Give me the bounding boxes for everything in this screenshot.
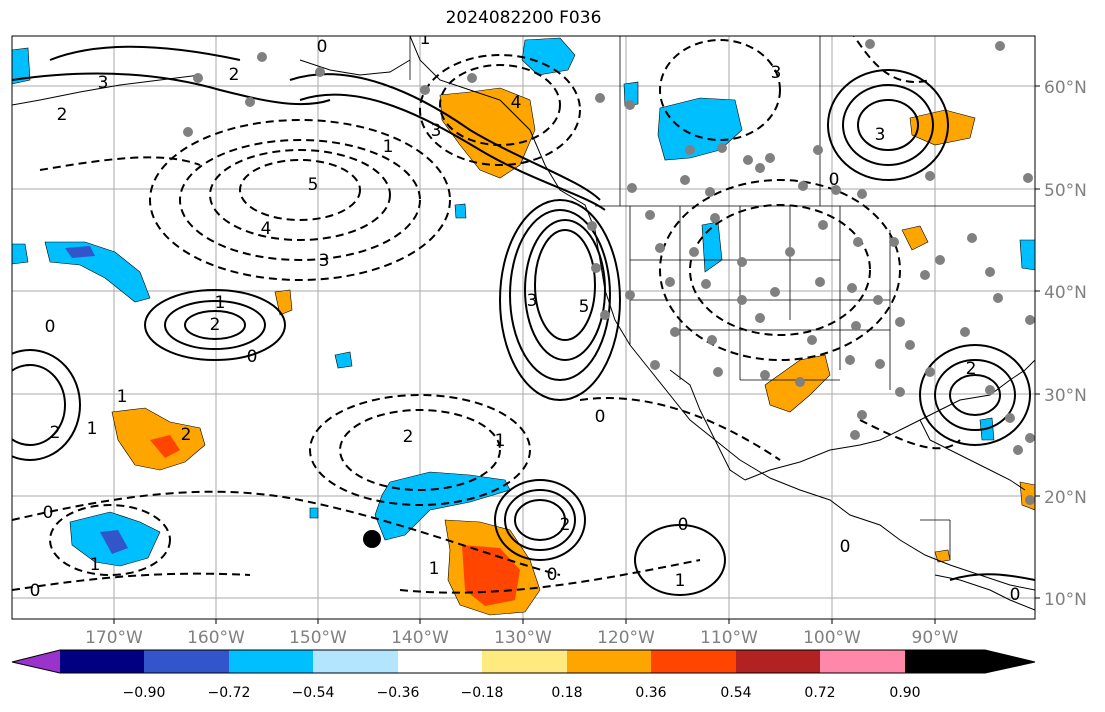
colorbar-tick-label: −0.90 xyxy=(123,685,166,701)
colorbar-segment xyxy=(313,650,398,673)
contour-label: 2 xyxy=(57,105,68,125)
lon-label: 160°W xyxy=(187,628,245,648)
contour-label: 4 xyxy=(261,219,272,239)
contours-dashed xyxy=(12,36,961,594)
contour-label: 1 xyxy=(383,137,394,157)
contour-labels: 3 2 0 1 3 5 4 3 2 2 1 0 0 1 2 2 1 0 2 1 … xyxy=(30,29,1021,605)
colorbar-segment xyxy=(229,650,313,673)
coastlines xyxy=(12,36,1035,611)
contour-label: 5 xyxy=(579,297,590,317)
station-dots xyxy=(183,39,1035,505)
map-title: 2024082200 F036 xyxy=(445,8,602,28)
contour-label: 0 xyxy=(1010,585,1021,605)
colorbar-tick-label: 0.18 xyxy=(551,685,582,701)
contour-label: 2 xyxy=(403,427,414,447)
lon-label: 140°W xyxy=(391,628,449,648)
lon-label: 150°W xyxy=(289,628,347,648)
contours-solid xyxy=(12,45,1035,596)
colorbar-segment xyxy=(820,650,905,673)
colorbar-tick-label: 0.36 xyxy=(635,685,666,701)
colorbar-tick-label: 0.54 xyxy=(720,685,751,701)
contour-label: 4 xyxy=(511,93,522,113)
contour-label: 3 xyxy=(98,73,109,93)
contour-label: 2 xyxy=(966,359,977,379)
contour-label: 0 xyxy=(43,503,54,523)
colorbar-segment xyxy=(736,650,820,673)
colorbar-tick-label: −0.72 xyxy=(208,685,251,701)
contour-label: 0 xyxy=(547,565,558,585)
contour-label: 1 xyxy=(117,387,128,407)
colorbar-segment xyxy=(482,650,567,673)
colorbar-segment xyxy=(60,650,144,673)
colorbar-tick-label: 0.90 xyxy=(889,685,920,701)
contour-label: 2 xyxy=(560,515,571,535)
contour-label: 0 xyxy=(247,347,258,367)
contour-label: 0 xyxy=(595,407,606,427)
contour-label: 3 xyxy=(771,63,782,83)
contour-label: 0 xyxy=(840,537,851,557)
contour-label: 1 xyxy=(675,571,686,591)
lat-label: 40°N xyxy=(1044,283,1087,303)
lon-axis: 170°W 160°W 150°W 140°W 130°W 120°W 110°… xyxy=(85,619,959,648)
contour-label: 2 xyxy=(50,423,61,443)
contour-label: 0 xyxy=(317,37,328,57)
lon-label: 170°W xyxy=(85,628,143,648)
colorbar-segment xyxy=(12,650,60,673)
lat-axis: 60°N 50°N 40°N 30°N 20°N 10°N xyxy=(1035,78,1087,610)
colorbar-segment xyxy=(651,650,736,673)
colorbar-tick-label: −0.18 xyxy=(461,685,504,701)
contour-label: 0 xyxy=(678,515,689,535)
contour-label: 2 xyxy=(181,425,192,445)
marker-dot xyxy=(363,530,381,548)
lon-label: 120°W xyxy=(597,628,655,648)
colorbar-segment xyxy=(567,650,651,673)
contour-label: 1 xyxy=(90,555,101,575)
contour-label: 0 xyxy=(829,170,840,190)
lon-label: 100°W xyxy=(803,628,861,648)
colorbar: −0.90 −0.72 −0.54 −0.36 −0.18 0.18 0.36 … xyxy=(11,649,1036,701)
colorbar-tick-label: −0.54 xyxy=(292,685,335,701)
contour-label: 3 xyxy=(527,291,538,311)
lon-label: 110°W xyxy=(700,628,758,648)
colorbar-segment xyxy=(905,650,1035,673)
state-boundaries xyxy=(409,36,1035,560)
contour-label: 3 xyxy=(319,251,330,271)
lon-label: 130°W xyxy=(494,628,552,648)
contour-label: 1 xyxy=(87,419,98,439)
contour-label: 2 xyxy=(210,315,221,335)
contour-label: 1 xyxy=(429,559,440,579)
contour-label: 2 xyxy=(229,65,240,85)
contour-label: 3 xyxy=(431,121,442,141)
lat-label: 30°N xyxy=(1044,386,1087,406)
lat-label: 20°N xyxy=(1044,488,1087,508)
colorbar-segment xyxy=(144,650,229,673)
contour-label: 0 xyxy=(30,581,41,601)
colorbar-tick-label: 0.72 xyxy=(804,685,835,701)
shaded-regions xyxy=(12,37,1035,616)
lat-label: 10°N xyxy=(1044,590,1087,610)
colorbar-tick-label: −0.36 xyxy=(377,685,420,701)
lat-label: 60°N xyxy=(1044,78,1087,98)
contour-label: 1 xyxy=(420,29,431,49)
contour-label: 5 xyxy=(308,175,319,195)
lon-label: 90°W xyxy=(912,628,959,648)
contour-label: 3 xyxy=(875,125,886,145)
contour-label: 1 xyxy=(215,293,226,313)
contour-label: 1 xyxy=(495,431,506,451)
contour-label: 0 xyxy=(45,317,56,337)
colorbar-segment xyxy=(398,650,482,673)
lat-label: 50°N xyxy=(1044,181,1087,201)
